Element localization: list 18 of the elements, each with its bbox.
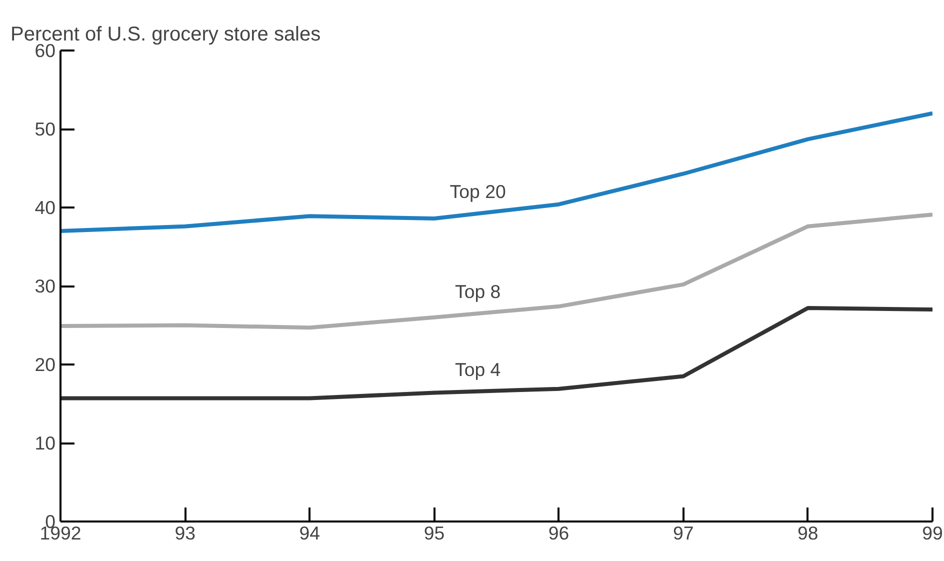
series-label: Top 4 bbox=[454, 358, 501, 380]
line-series bbox=[60, 306, 932, 400]
series-label: Top 20 bbox=[450, 181, 506, 202]
x-tick-label: 93 bbox=[174, 522, 196, 544]
line-series bbox=[60, 212, 932, 330]
y-tick-label: 30 bbox=[34, 276, 56, 296]
y-tick-label: 10 bbox=[34, 432, 56, 454]
x-tick-label: 95 bbox=[424, 522, 445, 544]
x-tick-label: 94 bbox=[299, 522, 320, 544]
x-tick-label: 99 bbox=[922, 522, 943, 544]
y-tick-label: 40 bbox=[34, 197, 56, 218]
y-tick-label: 20 bbox=[34, 354, 56, 375]
y-tick-label: 50 bbox=[34, 118, 56, 140]
x-tick-label: 98 bbox=[798, 522, 818, 544]
series-label: Top 8 bbox=[454, 281, 501, 302]
x-tick-label: 96 bbox=[548, 522, 570, 544]
line-series bbox=[60, 111, 932, 234]
x-tick-label: 97 bbox=[672, 522, 694, 544]
